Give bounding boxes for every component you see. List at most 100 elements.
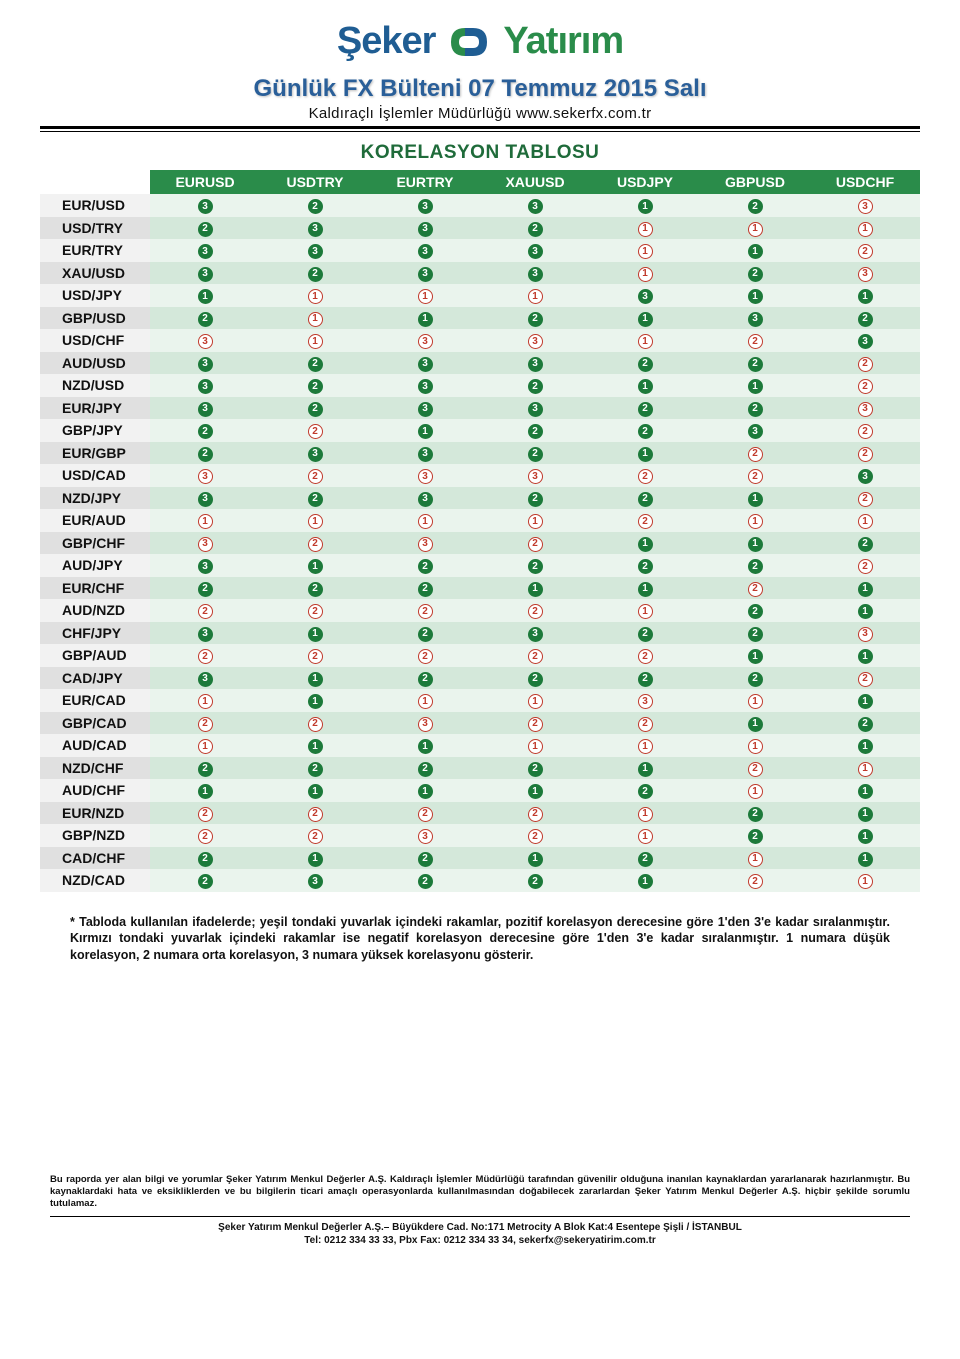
negative-badge: 2 xyxy=(858,492,873,507)
negative-badge: 1 xyxy=(858,762,873,777)
positive-badge: 2 xyxy=(748,627,763,642)
positive-badge: 2 xyxy=(748,199,763,214)
positive-badge: 1 xyxy=(858,807,873,822)
table-body: EUR/USD3233123USD/TRY2332111EUR/TRY33331… xyxy=(40,194,920,892)
correlation-cell: 2 xyxy=(480,419,590,442)
table-column-header: GBPUSD xyxy=(700,170,810,194)
positive-badge: 2 xyxy=(638,357,653,372)
negative-badge: 1 xyxy=(528,739,543,754)
positive-badge: 2 xyxy=(638,672,653,687)
correlation-cell: 2 xyxy=(260,802,370,825)
negative-badge: 2 xyxy=(418,807,433,822)
table-row: NZD/CAD2322121 xyxy=(40,869,920,892)
correlation-cell: 3 xyxy=(150,329,260,352)
correlation-cell: 2 xyxy=(260,464,370,487)
table-column-header: XAUUSD xyxy=(480,170,590,194)
correlation-cell: 2 xyxy=(590,397,700,420)
correlation-cell: 2 xyxy=(260,194,370,217)
negative-badge: 2 xyxy=(308,717,323,732)
correlation-cell: 1 xyxy=(150,509,260,532)
positive-badge: 3 xyxy=(528,267,543,282)
negative-badge: 1 xyxy=(748,514,763,529)
positive-badge: 1 xyxy=(418,424,433,439)
negative-badge: 2 xyxy=(198,604,213,619)
correlation-cell: 2 xyxy=(700,442,810,465)
correlation-cell: 3 xyxy=(370,262,480,285)
row-label: EUR/JPY xyxy=(40,397,150,420)
correlation-cell: 1 xyxy=(260,667,370,690)
positive-badge: 1 xyxy=(418,739,433,754)
table-column-header: EURTRY xyxy=(370,170,480,194)
negative-badge: 1 xyxy=(858,514,873,529)
correlation-cell: 2 xyxy=(810,307,920,330)
negative-badge: 1 xyxy=(748,852,763,867)
correlation-cell: 3 xyxy=(150,397,260,420)
row-label: EUR/GBP xyxy=(40,442,150,465)
correlation-cell: 2 xyxy=(370,644,480,667)
positive-badge: 1 xyxy=(308,627,323,642)
correlation-cell: 3 xyxy=(260,442,370,465)
negative-badge: 3 xyxy=(858,267,873,282)
correlation-cell: 2 xyxy=(810,712,920,735)
positive-badge: 3 xyxy=(528,402,543,417)
correlation-cell: 1 xyxy=(700,847,810,870)
correlation-cell: 2 xyxy=(590,644,700,667)
correlation-cell: 2 xyxy=(590,509,700,532)
correlation-cell: 1 xyxy=(370,419,480,442)
positive-badge: 1 xyxy=(638,199,653,214)
positive-badge: 3 xyxy=(418,379,433,394)
correlation-cell: 1 xyxy=(700,487,810,510)
positive-badge: 2 xyxy=(528,559,543,574)
correlation-cell: 2 xyxy=(590,779,700,802)
positive-badge: 1 xyxy=(308,739,323,754)
positive-badge: 3 xyxy=(418,447,433,462)
positive-badge: 1 xyxy=(858,829,873,844)
table-row: AUD/NZD2222121 xyxy=(40,599,920,622)
correlation-cell: 1 xyxy=(150,284,260,307)
correlation-cell: 1 xyxy=(810,802,920,825)
correlation-cell: 2 xyxy=(370,802,480,825)
correlation-cell: 3 xyxy=(480,622,590,645)
correlation-cell: 2 xyxy=(480,599,590,622)
correlation-cell: 3 xyxy=(480,464,590,487)
positive-badge: 3 xyxy=(528,199,543,214)
correlation-cell: 2 xyxy=(480,802,590,825)
correlation-cell: 3 xyxy=(150,464,260,487)
negative-badge: 1 xyxy=(638,807,653,822)
positive-badge: 1 xyxy=(748,537,763,552)
negative-badge: 2 xyxy=(638,649,653,664)
correlation-cell: 3 xyxy=(480,352,590,375)
correlation-cell: 1 xyxy=(590,869,700,892)
positive-badge: 2 xyxy=(638,784,653,799)
correlation-cell: 2 xyxy=(700,824,810,847)
positive-badge: 2 xyxy=(858,312,873,327)
correlation-cell: 2 xyxy=(150,712,260,735)
positive-badge: 2 xyxy=(528,222,543,237)
negative-badge: 3 xyxy=(638,694,653,709)
negative-badge: 2 xyxy=(638,469,653,484)
positive-badge: 1 xyxy=(308,852,323,867)
correlation-cell: 2 xyxy=(810,667,920,690)
logo-part1: Şeker xyxy=(337,20,436,63)
row-label: EUR/TRY xyxy=(40,239,150,262)
positive-badge: 3 xyxy=(198,379,213,394)
positive-badge: 1 xyxy=(748,379,763,394)
row-label: AUD/NZD xyxy=(40,599,150,622)
correlation-cell: 3 xyxy=(150,374,260,397)
negative-badge: 2 xyxy=(748,447,763,462)
negative-badge: 1 xyxy=(418,694,433,709)
negative-badge: 1 xyxy=(198,739,213,754)
correlation-cell: 3 xyxy=(370,217,480,240)
correlation-cell: 2 xyxy=(150,757,260,780)
correlation-cell: 1 xyxy=(590,329,700,352)
correlation-cell: 3 xyxy=(810,329,920,352)
positive-badge: 1 xyxy=(858,739,873,754)
table-row: EUR/TRY3333112 xyxy=(40,239,920,262)
correlation-cell: 1 xyxy=(810,757,920,780)
correlation-cell: 3 xyxy=(150,194,260,217)
negative-badge: 2 xyxy=(638,514,653,529)
positive-badge: 3 xyxy=(528,357,543,372)
correlation-cell: 2 xyxy=(260,824,370,847)
correlation-cell: 1 xyxy=(590,217,700,240)
row-label: AUD/CAD xyxy=(40,734,150,757)
